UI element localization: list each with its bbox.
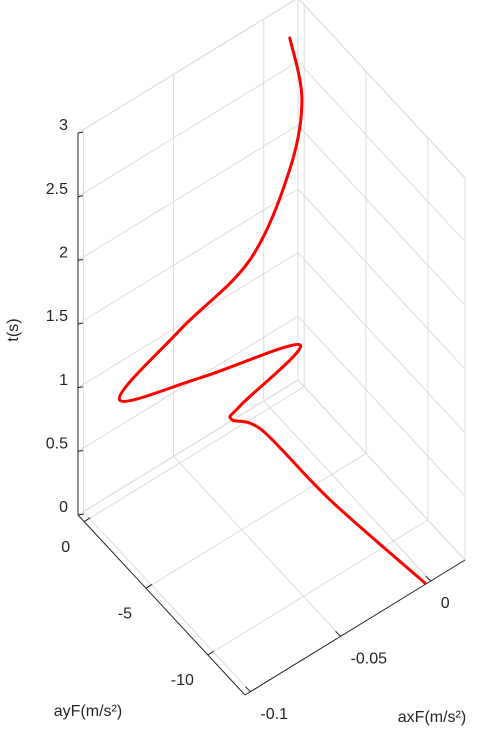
- grid-line: [297, 315, 466, 497]
- z-tick-label: 1: [59, 372, 68, 389]
- grid-line: [77, 379, 299, 516]
- y-axis-label: ayF(m/s²): [54, 703, 122, 720]
- grid-line: [173, 456, 341, 637]
- tick-mark: [77, 513, 85, 516]
- data-line: [117, 36, 427, 585]
- y-tick-label: -10: [171, 672, 194, 689]
- grid-line: [145, 452, 367, 589]
- grid-line: [297, 124, 466, 306]
- y-tick-label: -5: [118, 606, 132, 623]
- z-tick-label: 0.5: [46, 436, 68, 453]
- grid-line: [297, 61, 466, 243]
- grid-line: [77, 188, 299, 325]
- x-axis-label: axF(m/s²): [398, 709, 466, 726]
- grid-line: [207, 519, 429, 656]
- grid-line: [77, 61, 299, 198]
- z-tick-label: 2.5: [46, 181, 68, 198]
- z-tick-label: 1.5: [46, 308, 68, 325]
- grid-line: [297, 188, 466, 370]
- grid-line: [77, 0, 296, 134]
- grid-line: [83, 386, 305, 523]
- grid-line: [77, 124, 299, 261]
- x-tick-label: 0: [441, 595, 450, 612]
- y-tick-label: 0: [61, 539, 70, 556]
- grid-line: [263, 400, 432, 582]
- x-tick-label: -0.1: [260, 706, 288, 723]
- z-axis-label: t(s): [5, 318, 22, 341]
- x-axis: [244, 559, 466, 696]
- z-tick-label: 2: [59, 245, 68, 262]
- grid-line: [297, 252, 466, 434]
- tick-mark: [335, 630, 341, 637]
- tick-mark: [83, 517, 91, 523]
- z-tick-label: 3: [59, 117, 68, 134]
- y-axis: [77, 514, 246, 696]
- tick-mark: [245, 686, 251, 693]
- z-tick-label: 0: [59, 499, 68, 516]
- tick-mark: [145, 583, 153, 589]
- grid-line: [83, 511, 251, 693]
- grid-line: [77, 315, 299, 452]
- x-tick-label: -0.05: [351, 651, 388, 668]
- tick-mark: [207, 650, 215, 656]
- grid-line: [299, 0, 466, 179]
- tick-mark: [425, 575, 432, 582]
- grid-line: [297, 379, 466, 561]
